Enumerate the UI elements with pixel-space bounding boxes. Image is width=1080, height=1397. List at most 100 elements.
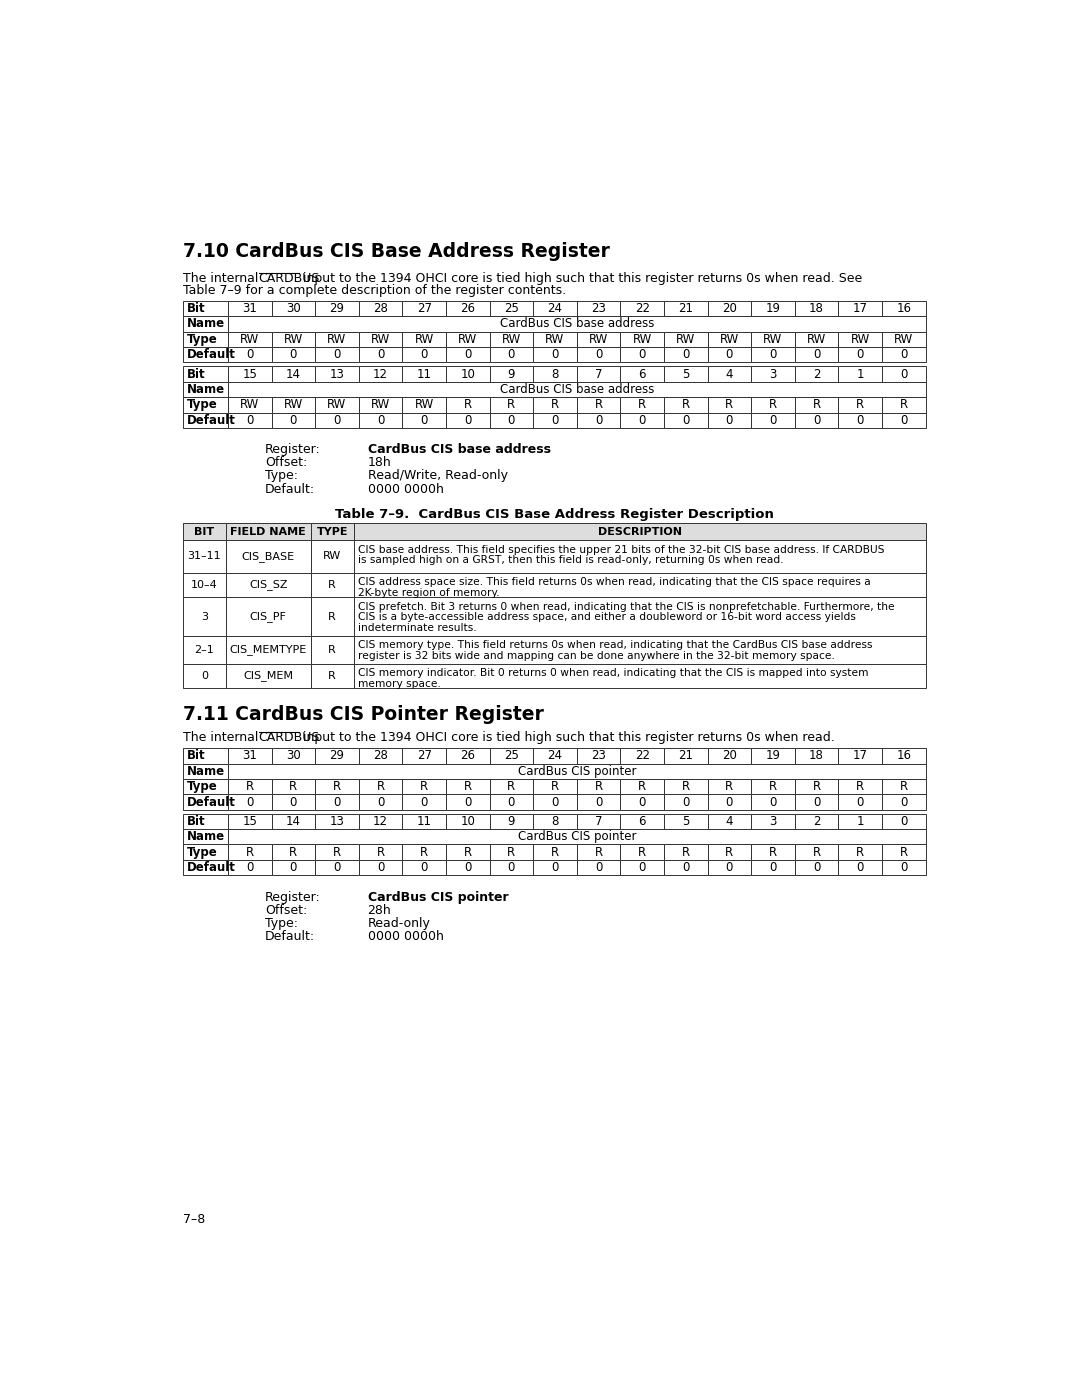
- Text: RW: RW: [502, 332, 521, 346]
- Bar: [353, 524, 926, 541]
- Bar: [534, 795, 577, 810]
- Text: R: R: [856, 780, 864, 793]
- Bar: [315, 749, 359, 764]
- Bar: [359, 300, 403, 316]
- Bar: [795, 331, 838, 346]
- Bar: [838, 366, 882, 381]
- Bar: [489, 366, 534, 381]
- Text: R: R: [289, 845, 297, 859]
- Bar: [489, 795, 534, 810]
- Bar: [882, 813, 926, 828]
- Bar: [183, 795, 228, 810]
- Text: 11: 11: [417, 367, 432, 380]
- Text: 0: 0: [900, 367, 907, 380]
- Bar: [228, 795, 271, 810]
- Bar: [183, 828, 228, 844]
- Bar: [228, 412, 271, 427]
- Text: R: R: [420, 845, 429, 859]
- Bar: [271, 749, 315, 764]
- Text: CIS_SZ: CIS_SZ: [249, 580, 287, 591]
- Text: 1: 1: [856, 814, 864, 828]
- Text: memory space.: memory space.: [359, 679, 441, 689]
- Text: 24: 24: [548, 302, 563, 316]
- Text: is sampled high on a GRST, then this field is read-only, returning 0s when read.: is sampled high on a GRST, then this fie…: [359, 556, 784, 566]
- Text: 0: 0: [813, 348, 820, 362]
- Text: R: R: [769, 845, 777, 859]
- Text: CIS_BASE: CIS_BASE: [242, 550, 295, 562]
- Bar: [228, 861, 271, 876]
- Text: RW: RW: [589, 332, 608, 346]
- Bar: [534, 346, 577, 362]
- Text: R: R: [328, 671, 336, 680]
- Bar: [534, 780, 577, 795]
- Bar: [183, 844, 228, 861]
- Bar: [751, 844, 795, 861]
- Text: 0: 0: [900, 796, 907, 809]
- Text: Name: Name: [187, 383, 225, 395]
- Bar: [795, 780, 838, 795]
- Bar: [271, 412, 315, 427]
- Bar: [403, 780, 446, 795]
- Text: R: R: [638, 845, 646, 859]
- Bar: [664, 813, 707, 828]
- Text: 2–1: 2–1: [194, 644, 214, 655]
- Bar: [228, 381, 926, 397]
- Bar: [183, 664, 226, 689]
- Bar: [226, 598, 311, 636]
- Text: Register:: Register:: [266, 443, 321, 457]
- Bar: [183, 366, 228, 381]
- Text: 0: 0: [334, 796, 340, 809]
- Text: RW: RW: [458, 332, 477, 346]
- Bar: [882, 861, 926, 876]
- Bar: [403, 795, 446, 810]
- Text: 5: 5: [683, 367, 689, 380]
- Bar: [795, 813, 838, 828]
- Text: RW: RW: [327, 332, 347, 346]
- Text: 0: 0: [856, 414, 864, 426]
- Text: Bit: Bit: [187, 367, 205, 380]
- Text: CIS memory indicator. Bit 0 returns 0 when read, indicating that the CIS is mapp: CIS memory indicator. Bit 0 returns 0 wh…: [359, 668, 868, 678]
- Text: 7.10 CardBus CIS Base Address Register: 7.10 CardBus CIS Base Address Register: [183, 242, 610, 261]
- Text: CARDBUS: CARDBUS: [258, 271, 320, 285]
- Text: Type: Type: [187, 780, 218, 793]
- Bar: [315, 844, 359, 861]
- Bar: [577, 813, 620, 828]
- Bar: [183, 316, 228, 331]
- Text: Read/Write, Read-only: Read/Write, Read-only: [367, 469, 508, 482]
- Text: 0: 0: [638, 348, 646, 362]
- Text: RW: RW: [240, 398, 259, 411]
- Text: 0: 0: [289, 348, 297, 362]
- Text: 0: 0: [813, 414, 820, 426]
- Bar: [838, 412, 882, 427]
- Text: R: R: [377, 845, 384, 859]
- Bar: [489, 780, 534, 795]
- Bar: [183, 381, 228, 397]
- Text: RW: RW: [370, 332, 390, 346]
- Text: 0: 0: [289, 861, 297, 875]
- Text: 0: 0: [813, 861, 820, 875]
- Bar: [489, 346, 534, 362]
- Text: The internal: The internal: [183, 731, 262, 745]
- Text: 0: 0: [769, 414, 777, 426]
- Bar: [228, 844, 271, 861]
- Text: R: R: [463, 398, 472, 411]
- Bar: [446, 813, 489, 828]
- Text: RW: RW: [676, 332, 696, 346]
- Bar: [183, 598, 226, 636]
- Bar: [183, 573, 226, 598]
- Text: 28: 28: [374, 302, 388, 316]
- Bar: [353, 573, 926, 598]
- Bar: [311, 524, 353, 541]
- Text: R: R: [420, 780, 429, 793]
- Bar: [751, 412, 795, 427]
- Bar: [446, 795, 489, 810]
- Text: 11: 11: [417, 814, 432, 828]
- Bar: [226, 664, 311, 689]
- Bar: [353, 541, 926, 573]
- Text: 7–8: 7–8: [183, 1213, 205, 1225]
- Text: R: R: [289, 780, 297, 793]
- Bar: [534, 366, 577, 381]
- Text: 0: 0: [726, 414, 733, 426]
- Text: R: R: [508, 780, 515, 793]
- Text: 0: 0: [769, 861, 777, 875]
